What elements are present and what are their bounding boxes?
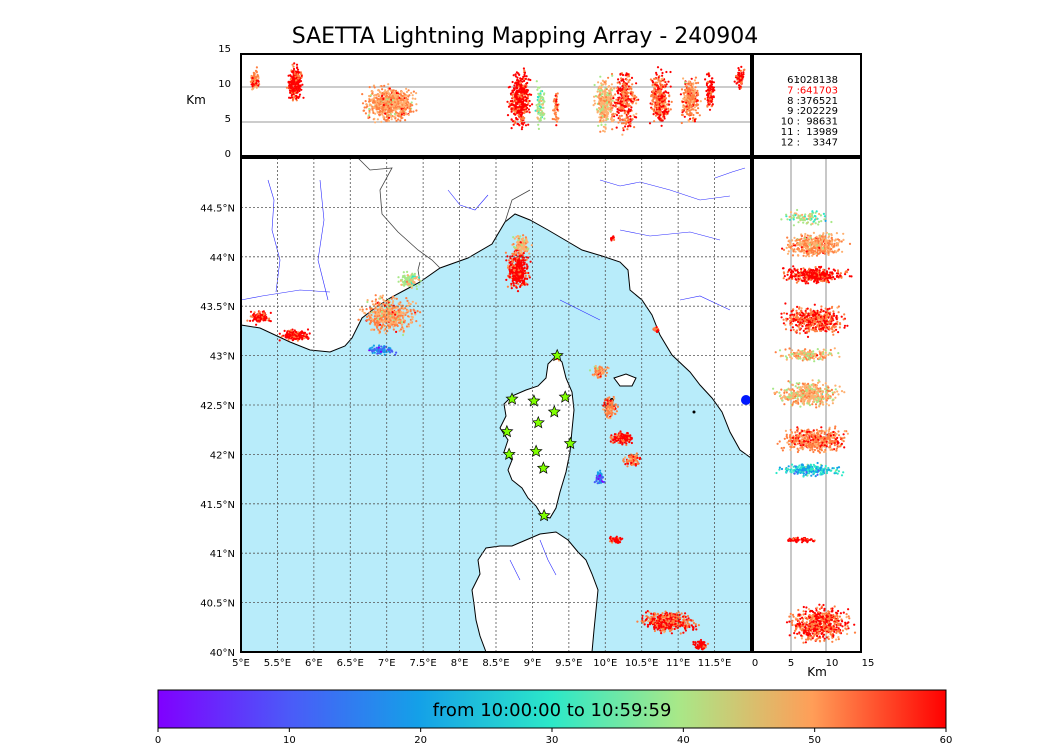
top-ytick-0: 0 <box>225 149 231 160</box>
lat-tick-label: 40°N <box>210 648 235 659</box>
right-xtick-15: 15 <box>862 658 875 669</box>
legend-count: 376521 <box>800 96 838 107</box>
lon-tick-label: 9.5°E <box>555 658 582 669</box>
top-panel-yticks: 15 10 5 0 <box>218 44 231 160</box>
altitude-lon-scatter <box>249 62 746 136</box>
colorbar-tick: 10 <box>283 735 296 746</box>
lat-tick-label: 42.5°N <box>200 401 235 412</box>
altitude-lat-panel <box>752 157 862 653</box>
lon-tick-label: 10.5°E <box>625 658 659 669</box>
lma-stations <box>500 348 577 522</box>
lon-tick-label: 5°E <box>232 658 250 669</box>
legend-count: 641703 <box>800 85 838 96</box>
corsica-island <box>499 355 575 519</box>
altitude-lon-panel <box>240 53 752 157</box>
station-star-icon <box>500 424 514 438</box>
legend-count: 1028138 <box>793 75 838 86</box>
elba-island <box>613 373 637 387</box>
lon-tick-label: 8°E <box>451 658 469 669</box>
lat-tick-label: 41°N <box>210 549 235 560</box>
colorbar-tick: 50 <box>808 735 821 746</box>
station-star-icon <box>537 508 551 522</box>
map-lon-tick-labels: 5°E 5.5°E 6°E 6.5°E 7°E 7.5°E 8°E 8.5°E 9°E 9.5°E… <box>232 658 731 669</box>
lon-tick-label: 7°E <box>378 658 396 669</box>
lon-tick-label: 9°E <box>524 658 542 669</box>
station-star-icon <box>547 404 561 418</box>
legend-key: 12 : <box>781 137 800 148</box>
top-ytick-15: 15 <box>218 44 231 55</box>
right-panel-xticks: 0 5 10 15 <box>752 658 875 669</box>
map-gridlines <box>241 158 751 652</box>
altitude-lat-scatter <box>772 208 857 644</box>
rivers <box>241 167 746 581</box>
station-star-icon <box>502 447 516 461</box>
right-xtick-0: 0 <box>752 658 758 669</box>
right-xtick-5: 5 <box>788 658 794 669</box>
colorbar-tick: 20 <box>414 735 427 746</box>
lon-tick-label: 11°E <box>666 658 690 669</box>
right-xtick-10: 10 <box>826 658 839 669</box>
time-colorbar: 0 10 20 30 40 50 60 <box>155 689 953 746</box>
lat-tick-label: 40.5°N <box>200 599 235 610</box>
legend-key: 9 : <box>787 106 800 117</box>
legend-count: 13989 <box>806 127 838 138</box>
colorbar-tick: 30 <box>546 735 559 746</box>
top-ytick-5: 5 <box>225 114 231 125</box>
lat-tick-label: 44.5°N <box>200 203 235 214</box>
lat-tick-label: 42°N <box>210 450 235 461</box>
top-panel-ylabel: Km <box>186 93 206 107</box>
colorbar-time-range-label: from 10:00:00 to 10:59:59 <box>432 700 672 721</box>
lat-tick-label: 44°N <box>210 253 235 264</box>
lon-tick-label: 8.5°E <box>482 658 509 669</box>
map-lat-tick-labels: 40°N 40.5°N 41°N 41.5°N 42°N 42.5°N 43°N 43.5°N… <box>200 203 235 659</box>
lat-tick-label: 43°N <box>210 352 235 363</box>
legend-key: 7 : <box>787 85 800 96</box>
station-star-icon <box>563 436 577 450</box>
lat-tick-label: 41.5°N <box>200 500 235 511</box>
station-star-icon <box>558 390 572 403</box>
sea-area <box>241 213 751 652</box>
colorbar-tick: 40 <box>677 735 690 746</box>
lat-tick-label: 43.5°N <box>200 302 235 313</box>
station-star-icon <box>536 461 550 474</box>
legend-key: 11 : <box>781 127 800 138</box>
legend-key: 8 : <box>787 96 800 107</box>
station-star-icon <box>529 444 543 458</box>
lon-tick-label: 6°E <box>305 658 323 669</box>
legend-count: 202229 <box>800 106 838 117</box>
colorbar-tick: 60 <box>940 735 953 746</box>
lon-tick-label: 5.5°E <box>264 658 291 669</box>
lon-tick-label: 10°E <box>593 658 617 669</box>
map-panel <box>240 157 752 653</box>
chart-title: SAETTA Lightning Mapping Array - 240904 <box>291 24 759 49</box>
legend-count: 98631 <box>806 117 838 128</box>
legend-key: 10 : <box>781 117 800 128</box>
lon-tick-label: 11.5°E <box>698 658 732 669</box>
station-star-icon <box>527 394 541 407</box>
sardinia-island <box>471 531 599 652</box>
station-star-icon <box>531 415 545 429</box>
lightning-sources-scatter <box>246 234 751 651</box>
top-ytick-10: 10 <box>218 79 231 90</box>
lon-tick-label: 7.5°E <box>410 658 437 669</box>
station-star-icon <box>505 392 519 405</box>
legend-count: 3347 <box>813 137 838 148</box>
legend-key: 6 : <box>787 75 800 86</box>
lon-tick-label: 6.5°E <box>337 658 364 669</box>
right-panel-xlabel: Km <box>807 665 827 679</box>
colorbar-tick: 0 <box>155 735 161 746</box>
station-star-icon <box>550 348 564 362</box>
